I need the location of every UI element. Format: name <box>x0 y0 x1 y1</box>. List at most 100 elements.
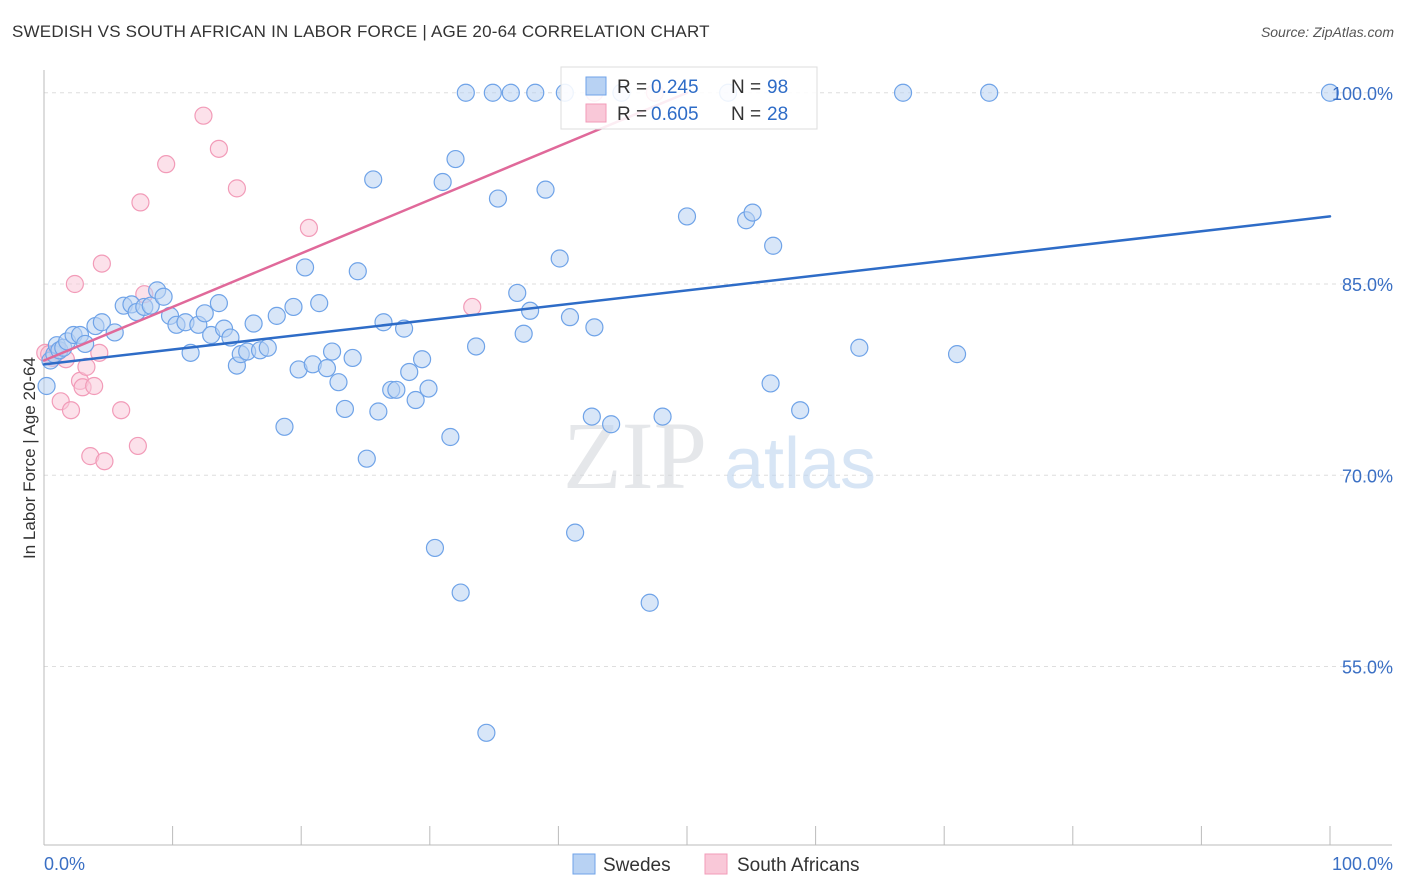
swedes-point <box>406 390 425 410</box>
y-tick-label: 70.0% <box>1342 466 1393 486</box>
x-tick-label-max: 100.0% <box>1332 854 1393 874</box>
swedes-point <box>310 294 329 313</box>
swedes-point <box>582 407 601 426</box>
legend-n-value-south-africans: 28 <box>767 104 788 125</box>
swedes-point <box>488 189 508 208</box>
watermark: ZIP atlas <box>563 402 876 509</box>
swedes-point <box>893 83 913 102</box>
swedes-point <box>335 399 355 419</box>
legend-swatch-swedes <box>585 76 607 96</box>
swedes-point <box>446 149 465 169</box>
bottom-legend: Swedes South Africans <box>572 853 860 876</box>
south-africans-point <box>92 254 111 273</box>
south-africans-point <box>299 218 319 237</box>
swedes-point <box>295 258 315 277</box>
y-tick-labels: 55.0% 70.0% 85.0% 100.0% <box>1332 84 1393 678</box>
bottom-legend-label-south-africans: South Africans <box>737 855 860 876</box>
south-africans-point <box>209 139 228 158</box>
south-africans-trend-line <box>42 91 689 362</box>
legend-r-value-swedes: 0.245 <box>651 77 699 98</box>
swedes-point <box>412 350 432 369</box>
swedes-point <box>653 407 672 426</box>
swedes-point <box>364 170 383 189</box>
swedes-point <box>640 593 659 612</box>
swedes-point <box>141 296 160 315</box>
legend-n-value-swedes: 98 <box>767 77 788 98</box>
watermark-atlas: atlas <box>724 424 876 504</box>
swedes-point <box>267 306 286 325</box>
gridlines <box>44 92 1392 667</box>
swedes-point <box>1320 83 1340 102</box>
south-africans-point <box>65 274 84 294</box>
y-tick-label: 100.0% <box>1332 84 1393 104</box>
swedes-point <box>244 314 263 333</box>
legend-box: R = 0.245 N = 98 R = 0.605 N = 28 <box>560 66 818 130</box>
swedes-point <box>433 172 452 192</box>
swedes-point <box>466 337 486 356</box>
legend-r-value-south-africans: 0.605 <box>651 104 699 125</box>
swedes-points <box>37 83 1340 742</box>
legend-n-label-south-africans: N = <box>731 104 766 125</box>
legend-n-label-swedes: N = <box>731 77 766 98</box>
swedes-point <box>483 83 502 102</box>
swedes-point <box>536 180 555 199</box>
swedes-point <box>980 83 999 102</box>
bottom-legend-label-swedes: Swedes <box>603 855 671 876</box>
swedes-point <box>425 538 445 558</box>
swedes-point <box>677 207 697 226</box>
swedes-point <box>451 583 470 602</box>
chart-title: SWEDISH VS SOUTH AFRICAN IN LABOR FORCE … <box>12 22 710 41</box>
swedes-point <box>514 324 533 343</box>
trend-lines <box>42 91 1332 366</box>
swedes-point <box>441 427 460 447</box>
swedes-point <box>37 376 56 396</box>
swedes-point <box>477 723 496 742</box>
swedes-point <box>357 449 376 468</box>
x-tick-label-min: 0.0% <box>44 854 85 874</box>
legend-r-label-south-africans: R = <box>617 104 652 125</box>
swedes-point <box>602 415 621 434</box>
swedes-point <box>195 304 214 323</box>
swedes-point <box>348 262 367 281</box>
swedes-point <box>343 348 362 368</box>
swedes-point <box>400 362 419 382</box>
swedes-point <box>550 249 569 268</box>
south-africans-point <box>128 436 147 456</box>
legend-r-label-swedes: R = <box>617 77 652 98</box>
south-africans-point <box>227 179 246 198</box>
south-africans-point <box>112 401 131 420</box>
south-africans-point <box>194 106 213 125</box>
swedes-point <box>947 345 967 364</box>
y-tick-label: 55.0% <box>1342 658 1393 678</box>
swedes-point <box>585 318 604 337</box>
swedes-point <box>850 338 869 357</box>
swedes-point <box>456 83 475 102</box>
swedes-point <box>526 83 545 102</box>
swedes-point <box>154 287 173 306</box>
swedes-point <box>566 523 585 542</box>
swedes-point <box>791 401 810 420</box>
swedes-point <box>387 380 406 399</box>
south-africans-point <box>157 155 176 174</box>
swedes-trend-line <box>42 215 1332 366</box>
swedes-point <box>743 203 762 222</box>
south-africans-point <box>463 297 482 317</box>
swedes-point <box>317 359 337 378</box>
swedes-point <box>329 373 348 392</box>
swedes-point <box>521 301 540 320</box>
swedes-point <box>258 338 277 357</box>
swedes-point <box>275 417 294 436</box>
swedes-point <box>560 308 580 327</box>
bottom-legend-swatch-south-africans <box>704 853 728 875</box>
south-africans-point <box>85 376 104 396</box>
x-ticks <box>43 826 1331 845</box>
swedes-point <box>322 342 342 361</box>
swedes-point <box>764 236 783 255</box>
south-africans-point <box>131 193 150 212</box>
south-africans-point <box>95 452 114 471</box>
swedes-point <box>419 379 438 398</box>
y-tick-label: 85.0% <box>1342 275 1393 295</box>
swedes-point <box>369 402 388 421</box>
y-axis-title: In Labor Force | Age 20-64 <box>20 357 39 559</box>
